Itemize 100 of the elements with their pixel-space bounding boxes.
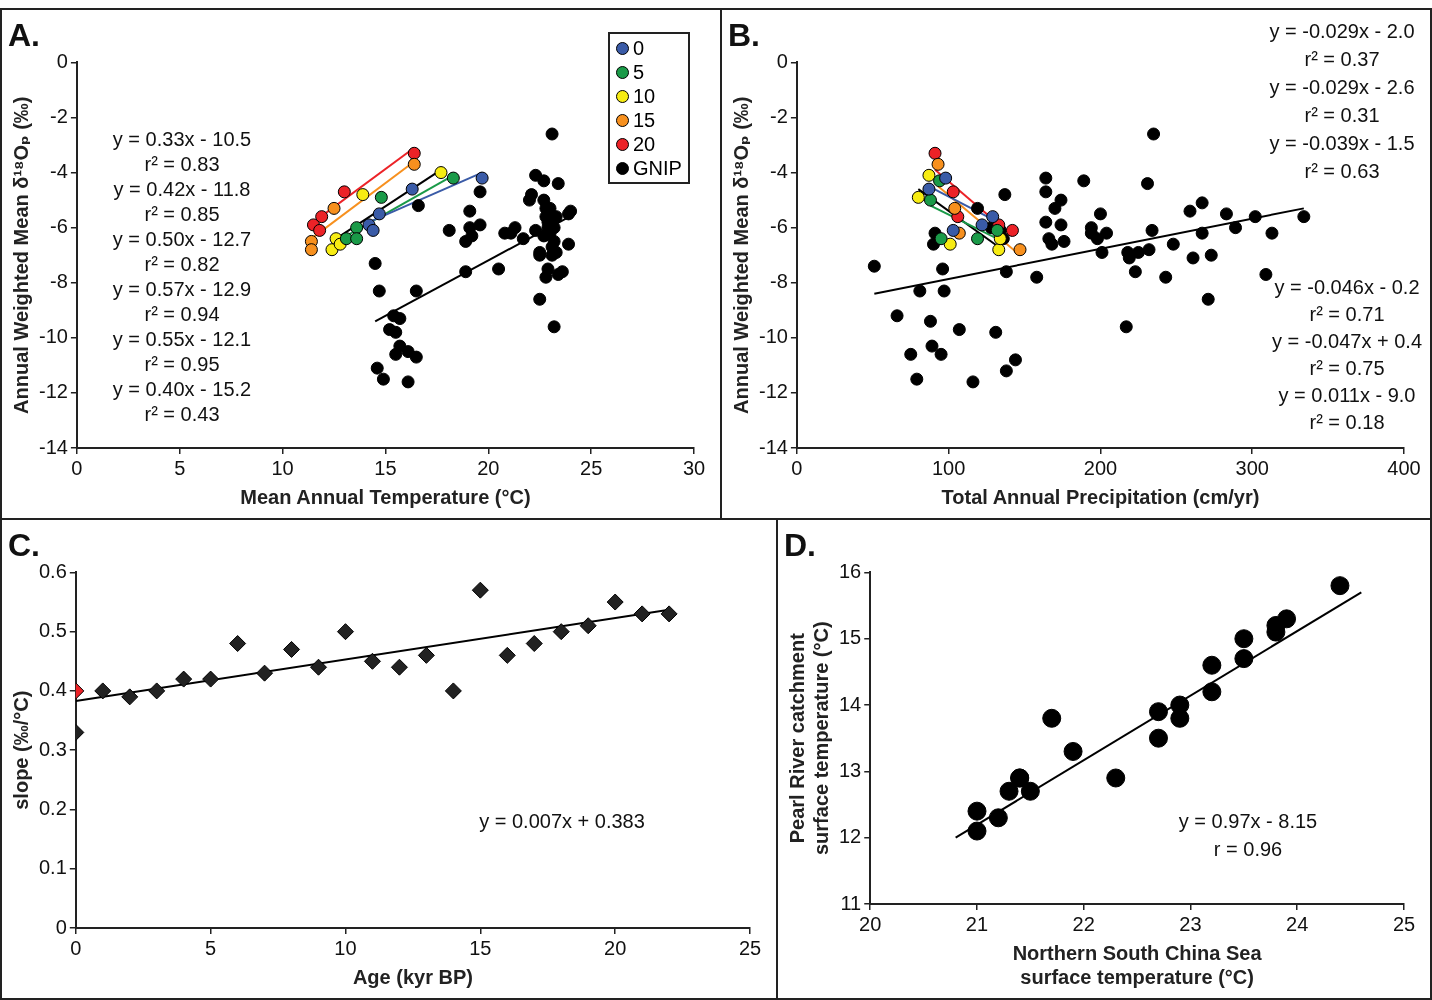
point: [934, 232, 948, 246]
point: [1106, 768, 1126, 788]
point: [992, 243, 1006, 257]
point: [310, 658, 328, 676]
point: [389, 325, 403, 339]
point: [459, 234, 473, 248]
point: [121, 688, 139, 706]
point: [633, 605, 651, 623]
point: [1042, 708, 1062, 728]
x-axis-title: Northern South China Sea surface temperature (°C): [1012, 941, 1263, 988]
x-tick-label: 22: [1072, 912, 1095, 935]
y-tick-label: 0.6: [38, 559, 67, 582]
y-tick-label: -14: [39, 435, 68, 458]
y-tick-label: -2: [50, 105, 68, 127]
point: [537, 174, 551, 188]
x-tick-label: 0: [71, 456, 83, 479]
point: [442, 223, 456, 237]
point: [516, 232, 530, 246]
legend-label: 0: [633, 36, 645, 61]
y-tick-label: 15: [839, 626, 862, 649]
annotation: y = -0.039x - 1.5: [1269, 131, 1415, 154]
point: [463, 204, 477, 218]
y-tick-label: 0.1: [38, 856, 67, 879]
point: [473, 218, 487, 232]
point: [539, 270, 553, 284]
y-tick-label: -8: [50, 270, 68, 293]
y-tick-label: -6: [770, 215, 788, 238]
annotation: r² = 0.63: [1304, 159, 1380, 182]
y-tick-label: -8: [770, 270, 788, 293]
point: [1202, 655, 1222, 675]
point: [606, 593, 624, 611]
y-tick-label: 0.3: [38, 737, 67, 760]
annotation: r² = 0.71: [1309, 302, 1385, 325]
point: [1063, 741, 1083, 761]
point: [923, 193, 937, 207]
point: [202, 670, 220, 688]
point: [922, 182, 936, 196]
y-tick-label: -12: [759, 380, 788, 403]
point: [475, 171, 489, 185]
point: [931, 157, 945, 171]
point: [911, 190, 925, 204]
point: [444, 682, 462, 700]
point: [229, 635, 247, 653]
legend-label: 20: [633, 132, 656, 157]
annotation: r² = 0.95: [144, 352, 220, 375]
x-tick-label: 20: [859, 912, 882, 935]
y-tick-label: -4: [770, 160, 788, 183]
point: [986, 210, 1000, 224]
y-axis-title: Pearl River catchment surface temperature (°C): [785, 621, 832, 856]
chart-title: B.: [728, 17, 760, 54]
y-tick-label: 0.2: [38, 796, 67, 819]
annotation: y = 0.97x - 8.15: [1178, 809, 1318, 832]
point: [366, 223, 380, 237]
y-tick-label: 0.5: [38, 619, 67, 642]
point: [1170, 708, 1190, 728]
x-tick-label: 20: [477, 456, 500, 479]
point: [1234, 649, 1254, 669]
point: [967, 821, 987, 841]
annotation: y = 0.55x - 12.1: [112, 327, 252, 350]
point: [473, 185, 487, 199]
annotation: y = 0.33x - 10.5: [112, 127, 252, 150]
point: [407, 157, 421, 171]
point: [946, 223, 960, 237]
point: [350, 232, 364, 246]
x-tick-label: 23: [1179, 912, 1202, 935]
point: [555, 265, 569, 279]
x-tick-label: 25: [580, 456, 603, 479]
annotation: y = 0.42x - 11.8: [113, 177, 251, 200]
annotation: y = 0.007x + 0.383: [479, 809, 645, 832]
annotation: r² = 0.31: [1304, 103, 1380, 126]
point: [988, 808, 1008, 828]
point: [545, 127, 559, 141]
chart-title: D.: [784, 527, 816, 564]
point: [547, 320, 561, 334]
y-tick-label: -6: [50, 215, 68, 238]
point: [401, 375, 415, 389]
point: [1148, 728, 1168, 748]
point: [552, 623, 570, 641]
legend-label: 5: [633, 60, 645, 85]
point: [928, 146, 942, 160]
x-tick-label: 21: [965, 912, 989, 935]
x-tick-label: 0: [70, 936, 82, 959]
annotation: y = 0.50x - 12.7: [112, 227, 252, 250]
point: [533, 292, 547, 306]
x-tick-label: 400: [1387, 456, 1421, 479]
point: [525, 635, 543, 653]
point: [409, 284, 423, 298]
x-tick-label: 300: [1235, 456, 1269, 479]
y-tick-label: 14: [839, 692, 862, 715]
y-tick-label: 11: [840, 891, 862, 914]
legend-label: 10: [633, 84, 656, 109]
point: [967, 801, 987, 821]
y-axis-title: Annual Weighted Mean δ¹⁸Oₚ (‰): [9, 96, 32, 414]
y-tick-label: 0.4: [38, 678, 67, 701]
point: [946, 185, 960, 199]
annotation: r² = 0.37: [1304, 47, 1380, 70]
point: [283, 640, 301, 658]
point: [175, 670, 193, 688]
x-tick-label: 5: [205, 936, 217, 959]
point: [336, 623, 354, 641]
